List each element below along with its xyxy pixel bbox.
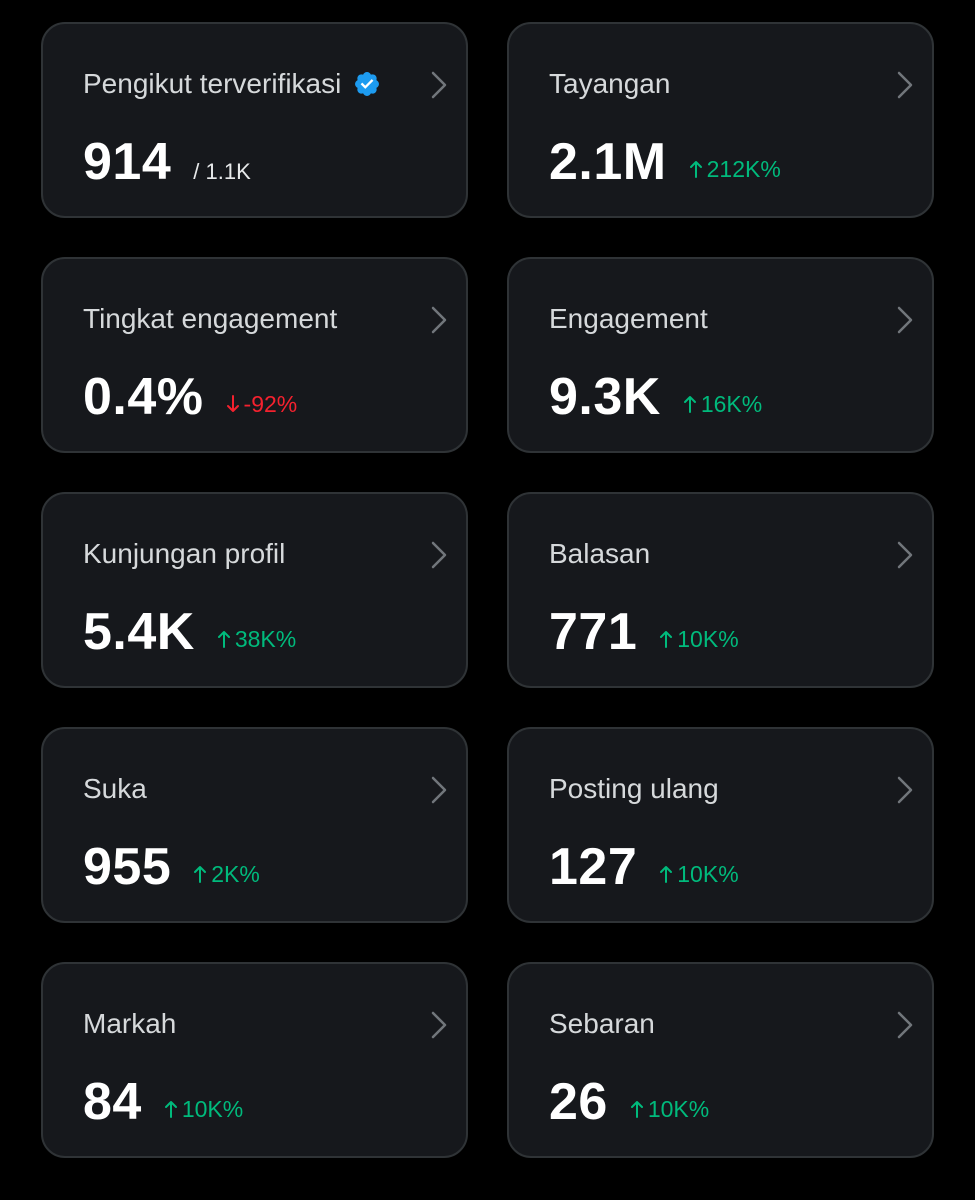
card-engagement-rate[interactable]: Tingkat engagement 0.4% -92% bbox=[41, 257, 468, 453]
metric-change-value: 38K% bbox=[234, 625, 297, 652]
arrow-up-icon bbox=[630, 1101, 643, 1118]
chevron-right-icon bbox=[431, 776, 447, 804]
arrow-down-icon bbox=[226, 395, 239, 412]
card-title-row: Balasan bbox=[549, 538, 650, 570]
chevron-right-icon bbox=[431, 1011, 447, 1039]
metric-change: 10K% bbox=[659, 625, 739, 653]
card-title: Kunjungan profil bbox=[83, 538, 286, 569]
card-title-row: Sebaran bbox=[549, 1008, 655, 1040]
metric-value: 26 bbox=[549, 1073, 608, 1131]
metric-value: 84 bbox=[83, 1073, 142, 1131]
value-row: 127 10K% bbox=[549, 837, 739, 897]
card-reposts[interactable]: Posting ulang 127 10K% bbox=[507, 727, 934, 923]
card-title: Tayangan bbox=[549, 68, 671, 99]
metric-change-value: 10K% bbox=[677, 860, 739, 887]
value-row: 0.4% -92% bbox=[83, 367, 297, 427]
chevron-right-icon bbox=[897, 71, 913, 99]
metric-change-value: 10K% bbox=[181, 1095, 244, 1122]
arrow-up-icon bbox=[689, 161, 702, 178]
metric-value: 9.3K bbox=[549, 368, 661, 426]
card-title: Markah bbox=[83, 1008, 177, 1039]
chevron-right-icon bbox=[897, 776, 913, 804]
card-title-row: Tingkat engagement bbox=[83, 303, 337, 335]
card-likes[interactable]: Suka 955 2K% bbox=[41, 727, 468, 923]
arrow-up-icon bbox=[683, 396, 696, 413]
card-title: Tingkat engagement bbox=[83, 303, 338, 334]
metric-value: 914 bbox=[83, 133, 172, 191]
metric-change: 212K% bbox=[689, 156, 781, 183]
arrow-up-icon bbox=[194, 866, 207, 883]
card-title-row: Engagement bbox=[549, 303, 708, 335]
value-row: 9.3K 16K% bbox=[549, 367, 762, 427]
metric-change: 10K% bbox=[630, 1096, 709, 1123]
card-verified-followers[interactable]: Pengikut terverifikasi 914 / 1.1K bbox=[41, 22, 468, 218]
metric-value: 127 bbox=[549, 838, 638, 896]
card-title-row: Tayangan bbox=[549, 68, 670, 100]
metric-value: 955 bbox=[83, 838, 172, 896]
metric-change-value: 10K% bbox=[677, 625, 739, 652]
arrow-up-icon bbox=[164, 1101, 177, 1118]
chevron-right-icon bbox=[897, 306, 913, 334]
metric-change: -92% bbox=[226, 390, 298, 418]
card-title-row: Markah bbox=[83, 1008, 176, 1040]
metric-change-value: 2K% bbox=[211, 860, 260, 887]
card-profile-visits[interactable]: Kunjungan profil 5.4K 38K% bbox=[41, 492, 468, 688]
card-title: Engagement bbox=[549, 303, 708, 334]
arrow-up-icon bbox=[217, 631, 230, 648]
card-title-row: Kunjungan profil bbox=[83, 538, 285, 570]
metric-change: 2K% bbox=[193, 861, 260, 888]
chevron-right-icon bbox=[431, 541, 447, 569]
card-shares[interactable]: Sebaran 26 10K% bbox=[507, 962, 934, 1158]
value-row: 2.1M 212K% bbox=[549, 132, 781, 192]
card-title: Suka bbox=[83, 773, 147, 804]
arrow-up-icon bbox=[660, 866, 673, 883]
metric-change: 10K% bbox=[659, 860, 739, 888]
value-row: 771 10K% bbox=[549, 602, 739, 662]
value-row: 26 10K% bbox=[549, 1072, 709, 1132]
metric-change: 10K% bbox=[164, 1096, 243, 1123]
metric-change-value: 16K% bbox=[700, 390, 763, 417]
metric-change-value: 212K% bbox=[706, 155, 781, 182]
chevron-right-icon bbox=[431, 71, 447, 99]
card-title-row: Suka bbox=[83, 773, 147, 805]
card-title: Balasan bbox=[549, 538, 651, 569]
value-row: 955 2K% bbox=[83, 837, 260, 897]
card-title-row: Posting ulang bbox=[549, 773, 719, 805]
metric-value: 0.4% bbox=[83, 368, 204, 426]
value-row: 84 10K% bbox=[83, 1072, 243, 1132]
metric-change: 16K% bbox=[683, 391, 762, 418]
verified-badge-icon bbox=[355, 72, 380, 96]
value-row: 914 / 1.1K bbox=[83, 132, 251, 192]
metric-change-value: -92% bbox=[243, 390, 298, 417]
card-replies[interactable]: Balasan 771 10K% bbox=[507, 492, 934, 688]
chevron-right-icon bbox=[431, 306, 447, 334]
chevron-right-icon bbox=[897, 1011, 913, 1039]
card-title: Posting ulang bbox=[549, 773, 719, 804]
metric-change-value: 10K% bbox=[647, 1095, 710, 1122]
card-title: Sebaran bbox=[549, 1008, 655, 1039]
metric-value: 5.4K bbox=[83, 603, 195, 661]
chevron-right-icon bbox=[897, 541, 913, 569]
metric-value: 2.1M bbox=[549, 133, 667, 191]
metrics-grid: Pengikut terverifikasi 914 / 1.1K Tayang… bbox=[41, 22, 934, 1158]
metric-value: 771 bbox=[549, 603, 638, 661]
card-engagement[interactable]: Engagement 9.3K 16K% bbox=[507, 257, 934, 453]
metric-total: / 1.1K bbox=[193, 159, 251, 184]
value-row: 5.4K 38K% bbox=[83, 602, 296, 662]
card-bookmarks[interactable]: Markah 84 10K% bbox=[41, 962, 468, 1158]
card-title-row: Pengikut terverifikasi bbox=[83, 68, 381, 100]
arrow-up-icon bbox=[660, 631, 673, 648]
metric-change: 38K% bbox=[217, 626, 296, 653]
card-impressions[interactable]: Tayangan 2.1M 212K% bbox=[507, 22, 934, 218]
card-title: Pengikut terverifikasi bbox=[83, 68, 342, 99]
